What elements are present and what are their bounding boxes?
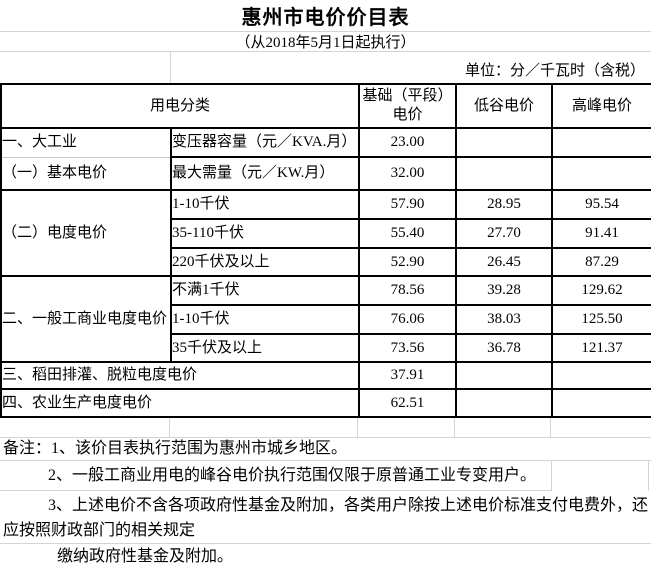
cell-valley-price: 36.78 (455, 333, 554, 363)
empty-cell (455, 361, 554, 390)
cell-peak-price: 129.62 (551, 275, 651, 306)
note-line-2-text: 2、一般工商业用电的峰谷电价执行范围仅限于原普通工业专变用户。 (48, 467, 537, 484)
cell-peak-price: 95.54 (551, 189, 651, 220)
cell-valley-price: 26.45 (455, 247, 554, 277)
header-category: 用电分类 (0, 83, 361, 129)
note-line-1: 备注：1、该价目表执行范围为惠州市城乡地区。 (0, 438, 651, 461)
cell-base-price: 52.90 (358, 247, 458, 277)
gridline-vertical (169, 418, 170, 437)
gridline-vertical (551, 461, 552, 491)
table-row: 四、农业生产电度电价 62.51 (0, 388, 651, 418)
cell-valley-price: 27.70 (455, 218, 554, 249)
note-line-2: 2、一般工商业用电的峰谷电价执行范围仅限于原普通工业专变用户。 (0, 461, 651, 491)
empty-cell (455, 156, 554, 191)
cell-item: 变压器容量（元／KVA.月） (169, 127, 361, 158)
unit-row: 单位：分／千瓦时（含税） (0, 52, 651, 83)
gridline-vertical (550, 418, 551, 437)
cell-valley-price: 39.28 (455, 275, 554, 306)
cell-base-price: 73.56 (358, 333, 458, 363)
table-row: （一）基本电价 最大需量（元／KW.月） 32.00 (0, 156, 651, 191)
cell-group-commercial: 二、一般工商业电度电价 (0, 275, 172, 363)
cell-peak-price: 125.50 (551, 304, 651, 335)
gridline-vertical (648, 461, 649, 491)
cell-valley-price: 28.95 (455, 189, 554, 220)
table-header-row: 用电分类 基础（平段）电价 低谷电价 高峰电价 (0, 83, 651, 129)
cell-group-large-industry: 一、大工业 (0, 127, 172, 158)
spacer-row (0, 418, 651, 438)
cell-item: 35-110千伏 (169, 218, 361, 249)
cell-base-price: 62.51 (358, 388, 458, 418)
cell-item: 1-10千伏 (169, 304, 361, 335)
cell-item: 35千伏及以上 (169, 333, 361, 363)
unit-note: 单位：分／千瓦时（含税） (464, 63, 645, 79)
empty-cell (551, 388, 651, 418)
cell-base-price: 32.00 (358, 156, 458, 191)
gridline-vertical (357, 418, 358, 437)
table-row: 二、一般工商业电度电价 不满1千伏 78.56 39.28 129.62 (0, 275, 651, 363)
table-row: 220千伏及以上 52.90 26.45 87.29 (1, 247, 651, 277)
header-valley-price: 低谷电价 (455, 83, 554, 129)
cell-peak-price: 121.37 (551, 333, 651, 363)
empty-cell (551, 156, 651, 191)
effective-date-subtitle: （从2018年5月1日起执行） (0, 32, 651, 52)
cell-item: 1-10千伏 (169, 189, 361, 220)
header-peak-price: 高峰电价 (551, 83, 651, 129)
cell-base-price: 78.56 (358, 275, 458, 306)
empty-cell (455, 388, 554, 418)
table-row: 三、稻田排灌、脱粒电度电价 37.91 (0, 361, 651, 390)
table-row: 35-110千伏 55.40 27.70 91.41 (1, 218, 651, 249)
gridline-vertical (170, 52, 171, 83)
cell-peak-price: 91.41 (551, 218, 651, 249)
table-row: 一、大工业 变压器容量（元／KVA.月） 23.00 (0, 127, 651, 158)
cell-base-price: 55.40 (358, 218, 458, 249)
table-row: 1-10千伏 76.06 38.03 125.50 (1, 304, 651, 335)
price-table: 用电分类 基础（平段）电价 低谷电价 高峰电价 一、大工业 变压器容量（元／KV… (0, 83, 651, 418)
table-row: （二）电度电价 1-10千伏 57.90 28.95 95.54 (0, 189, 651, 277)
cell-peak-price: 87.29 (551, 247, 651, 277)
table-row: 35千伏及以上 73.56 36.78 121.37 (1, 333, 651, 363)
gridline-vertical (454, 418, 455, 437)
empty-cell (551, 127, 651, 158)
cell-item: 最大需量（元／KW.月） (169, 156, 361, 191)
gridline-horizontal (0, 490, 551, 491)
cell-item: 不满1千伏 (169, 275, 361, 306)
page-title: 惠州市电价价目表 (0, 0, 651, 32)
cell-base-price: 57.90 (358, 189, 458, 220)
cell-item: 220千伏及以上 (169, 247, 361, 277)
cell-valley-price: 38.03 (455, 304, 554, 335)
empty-cell (551, 361, 651, 390)
empty-cell (455, 127, 554, 158)
cell-group-paddy-irrigation: 三、稻田排灌、脱粒电度电价 (0, 361, 361, 390)
cell-group-energy-price: （二）电度电价 (0, 189, 172, 277)
cell-base-price: 76.06 (358, 304, 458, 335)
cell-group-agriculture: 四、农业生产电度电价 (0, 388, 361, 418)
header-base-price: 基础（平段）电价 (358, 83, 458, 129)
note-line-4: 缴纳政府性基金及附加。 (57, 548, 234, 565)
note-line-3: 3、上述电价不含各项政府性基金及附加，各类用户除按上述电价标准支付电费外，还应按… (0, 491, 651, 544)
cell-base-price: 37.91 (358, 361, 458, 390)
cell-base-price: 23.00 (358, 127, 458, 158)
cell-group-basic-price: （一）基本电价 (0, 156, 172, 191)
